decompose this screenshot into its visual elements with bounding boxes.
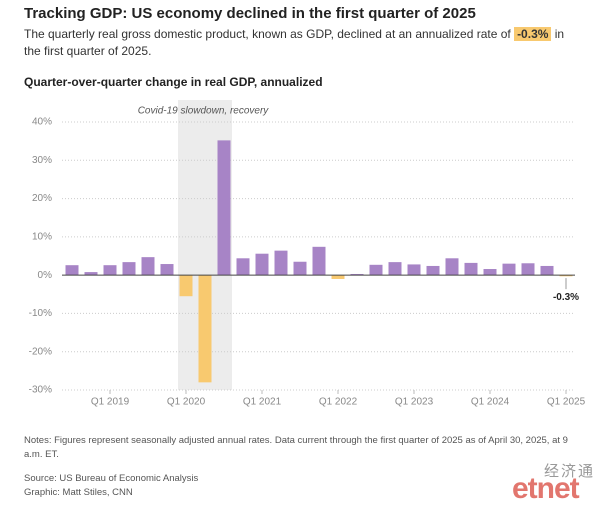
- watermark-brand: etnet: [512, 472, 580, 505]
- source: Source: US Bureau of Economic Analysis: [24, 473, 199, 484]
- y-tick-label: -30%: [29, 385, 52, 396]
- subtitle-text: in the first quarter of 2025.: [24, 27, 565, 58]
- bar: [502, 263, 516, 276]
- bar: [521, 263, 535, 276]
- y-tick-label: 30%: [32, 155, 52, 166]
- bar: [388, 262, 402, 276]
- bar: [483, 269, 497, 276]
- value-label: -0.3%: [553, 292, 579, 303]
- bar: [540, 265, 554, 276]
- x-tick-label: Q1 2019: [91, 397, 130, 408]
- bar: [312, 246, 326, 276]
- bar: [84, 272, 98, 276]
- bar: [445, 258, 459, 276]
- x-tick-label: Q1 2021: [243, 397, 282, 408]
- bar: [255, 253, 269, 276]
- bar: [179, 275, 193, 297]
- bar: [122, 262, 136, 276]
- bar: [103, 265, 117, 276]
- bar: [236, 258, 250, 276]
- y-tick-label: -10%: [29, 308, 52, 319]
- x-tick-label: Q1 2022: [319, 397, 358, 408]
- bar: [331, 275, 345, 279]
- bar: [274, 250, 288, 276]
- bar: [160, 264, 174, 276]
- bar: [464, 262, 478, 276]
- subtitle-text: The quarterly real gross domestic produc…: [24, 27, 511, 41]
- subtitle: The quarterly real gross domestic produc…: [24, 26, 574, 60]
- bar: [293, 261, 307, 276]
- bar: [369, 264, 383, 276]
- bar: [141, 257, 155, 276]
- bar: [217, 140, 231, 276]
- bar: [198, 275, 212, 383]
- x-tick-label: Q1 2020: [167, 397, 206, 408]
- y-tick-label: -20%: [29, 346, 52, 357]
- y-tick-label: 0%: [38, 270, 53, 281]
- bar: [407, 264, 421, 276]
- bar: [426, 265, 440, 276]
- y-tick-label: 40%: [32, 117, 52, 128]
- x-tick-label: Q1 2023: [395, 397, 434, 408]
- notes: Notes: Figures represent seasonally adju…: [24, 435, 568, 460]
- x-tick-label: Q1 2024: [471, 397, 510, 408]
- chart: Quarter-over-quarter change in real GDP,…: [24, 75, 586, 408]
- y-tick-label: 20%: [32, 193, 52, 204]
- annotation: Covid-19 slowdown, recovery: [138, 106, 270, 117]
- bar: [350, 273, 364, 276]
- credit: Graphic: Matt Stiles, CNN: [24, 487, 133, 498]
- chart-title: Quarter-over-quarter change in real GDP,…: [24, 75, 323, 89]
- page-title: Tracking GDP: US economy declined in the…: [24, 5, 476, 22]
- y-tick-label: 10%: [32, 231, 52, 242]
- subtitle-highlight: -0.3%: [514, 27, 552, 41]
- bar: [559, 275, 573, 277]
- x-tick-label: Q1 2025: [547, 397, 586, 408]
- watermark-chinese: 经济通: [544, 463, 596, 480]
- bar: [65, 265, 79, 276]
